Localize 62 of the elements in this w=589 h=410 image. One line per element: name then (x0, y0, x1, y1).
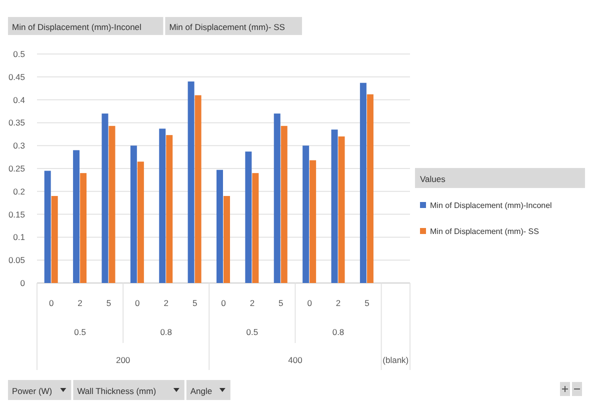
legend-label: Min of Displacement (mm)- SS (430, 227, 539, 236)
x-tick-label: 2 (78, 298, 83, 308)
y-tick-label: 0.15 (8, 209, 26, 220)
bar (108, 126, 116, 283)
y-tick-label: 0.4 (13, 94, 26, 105)
text: Min of Displacement (mm)- SS (169, 22, 285, 32)
text: Angle (190, 386, 212, 396)
y-tick-label: 0.1 (13, 232, 26, 242)
bar (188, 81, 194, 283)
bar (194, 95, 202, 283)
legend-title: Values (420, 174, 446, 184)
text: 0.5 (246, 327, 258, 337)
bar (274, 114, 280, 283)
bar (216, 170, 223, 283)
bar (280, 126, 288, 283)
text: (blank) (382, 355, 409, 365)
bar (224, 196, 230, 283)
y-tick-label: 0 (20, 278, 26, 288)
text: 0.5 (74, 327, 86, 337)
bar (310, 160, 316, 283)
x-tick-label: 5 (192, 298, 198, 308)
bar (331, 130, 338, 283)
x-tick-label: 2 (336, 298, 341, 308)
y-tick-label: 0.2 (13, 186, 26, 196)
bar (166, 135, 173, 283)
y-tick-label: 0.5 (13, 49, 26, 59)
bar (302, 146, 310, 283)
legend-label: Min of Displacement (mm)-Inconel (430, 201, 552, 210)
bar (252, 173, 259, 283)
text: Min of Displacement (mm)-Inconel (12, 22, 142, 32)
bar (80, 173, 87, 283)
y-tick-label: 0.3 (13, 140, 26, 151)
bar (51, 196, 58, 283)
text: 0.8 (332, 327, 344, 337)
text: Power (W) (12, 386, 52, 396)
x-tick-label: 5 (278, 298, 284, 308)
bar (366, 94, 374, 283)
text: 400 (288, 355, 303, 365)
x-tick-label: 0 (48, 298, 54, 308)
x-tick-label: 0 (307, 298, 312, 308)
bar (44, 170, 51, 283)
bar (360, 82, 366, 283)
y-tick-label: 0.35 (8, 118, 26, 128)
bar (130, 146, 137, 283)
bar (338, 136, 345, 283)
y-tick-label: 0.05 (8, 255, 26, 266)
x-tick-label: 5 (106, 298, 112, 308)
bar (245, 152, 252, 283)
text: 0.8 (160, 327, 172, 337)
x-tick-label: 5 (364, 298, 370, 308)
y-tick-label: 0.25 (8, 164, 26, 174)
bar (73, 150, 80, 283)
x-tick-label: 2 (164, 298, 169, 308)
x-tick-label: 2 (250, 298, 255, 308)
bar (137, 162, 144, 283)
bar (102, 114, 108, 283)
text: Wall Thickness (mm) (77, 386, 156, 396)
x-tick-label: 0 (221, 298, 226, 308)
y-tick-label: 0.45 (8, 72, 26, 82)
text: 200 (116, 355, 130, 365)
bar (159, 128, 166, 283)
x-tick-label: 0 (135, 298, 140, 308)
